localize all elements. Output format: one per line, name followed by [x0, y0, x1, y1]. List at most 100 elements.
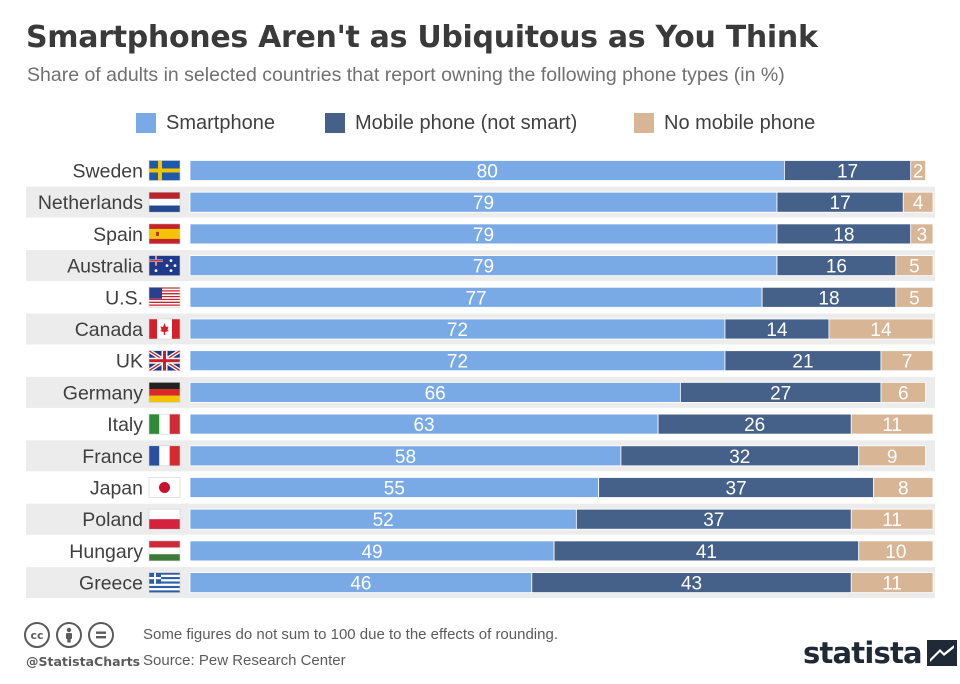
flag-france-icon	[148, 445, 181, 467]
bar-row-canada: Canada 72 14 14	[26, 313, 935, 345]
flag-uk-icon	[147, 349, 182, 373]
data-label: 32	[729, 447, 750, 468]
chart-title: Smartphones Aren't as Ubiquitous as You …	[26, 20, 818, 55]
category-label: Italy	[107, 414, 143, 436]
bar-row-hungary: Hungary 49 41 10	[69, 540, 934, 563]
bar-segment	[902, 191, 934, 213]
legend-swatch-mobile	[325, 113, 345, 133]
bar-row-greece: Greece 46 43 11	[26, 567, 935, 599]
data-label: 52	[373, 510, 394, 531]
data-label: 14	[870, 320, 892, 341]
legend-swatch-smartphone	[136, 113, 156, 133]
legend-label-mobile: Mobile phone (not smart)	[355, 111, 578, 134]
bar-segment	[880, 381, 926, 403]
data-label: 41	[696, 542, 717, 563]
bar-segment	[910, 160, 926, 181]
category-label: Canada	[75, 319, 143, 341]
flag-sweden-icon	[148, 160, 181, 181]
statista-wordmark: statista	[803, 636, 923, 670]
no-derivatives-icon	[88, 622, 114, 648]
category-label: Hungary	[69, 541, 143, 563]
data-label: 4	[913, 193, 924, 214]
data-label: 3	[917, 225, 928, 246]
data-label: 14	[766, 320, 788, 341]
flag-japan-icon	[148, 477, 181, 498]
category-label: UK	[116, 351, 143, 373]
category-label: U.S.	[105, 287, 143, 309]
data-label: 43	[681, 574, 702, 595]
legend-item-mobile: Mobile phone (not smart)	[325, 110, 577, 136]
category-label: Poland	[82, 509, 143, 531]
flag-netherlands-icon	[148, 191, 181, 213]
data-label: 11	[882, 574, 902, 595]
flag-germany-icon	[148, 382, 181, 403]
bar-row-uk: UK 72 21 7	[116, 349, 934, 373]
bar-row-germany: Germany 66 27 6	[26, 376, 935, 408]
data-label: 55	[384, 479, 405, 500]
flag-australia-icon	[148, 255, 181, 276]
chart-subtitle: Share of adults in selected countries th…	[27, 64, 785, 86]
flag-hungary-icon	[148, 540, 181, 562]
bar-row-italy: Italy 63 26 11	[107, 413, 934, 436]
data-label: 5	[909, 288, 920, 309]
data-label: 7	[902, 352, 913, 373]
statista-mark-icon	[926, 640, 957, 666]
bar-row-us: U.S. 77 18 5	[105, 286, 934, 309]
category-label: Sweden	[73, 161, 143, 183]
data-label: 80	[477, 162, 498, 183]
data-label: 17	[837, 162, 858, 183]
bar-row-france: France 58 32 9	[26, 440, 935, 472]
data-label: 21	[792, 352, 813, 373]
bar-segment	[858, 445, 926, 467]
data-label: 79	[473, 225, 494, 246]
data-label: 58	[395, 447, 416, 468]
legend-label-smartphone: Smartphone	[166, 111, 275, 134]
bar-row-poland: Poland 52 37 11	[26, 503, 935, 535]
footnote: Some figures do not sum to 100 due to th…	[143, 626, 558, 643]
category-label: Greece	[79, 573, 143, 595]
data-label: 11	[882, 415, 902, 436]
attribution-icon	[56, 622, 82, 648]
bar-segment	[850, 508, 934, 530]
legend-swatch-no-mobile	[634, 113, 654, 133]
data-label: 9	[887, 447, 898, 468]
data-label: 77	[465, 288, 486, 309]
flag-us-icon	[148, 287, 181, 308]
bar-segment	[895, 286, 934, 308]
data-label: 18	[818, 288, 839, 309]
bar-row-netherlands: Netherlands 79 17 4	[26, 186, 935, 218]
data-label: 46	[350, 574, 371, 595]
creative-commons-icon: cc	[24, 622, 50, 648]
flag-greece-icon	[148, 572, 181, 593]
category-label: Spain	[93, 224, 143, 246]
bar-segment	[828, 318, 934, 340]
data-label: 26	[744, 415, 765, 436]
source-note: Source: Pew Research Center	[143, 652, 346, 669]
data-label: 5	[909, 257, 920, 278]
data-label: 37	[726, 479, 747, 500]
bar-segment	[910, 223, 934, 245]
data-label: 72	[447, 352, 468, 373]
category-label: Australia	[67, 256, 143, 278]
data-label: 2	[913, 162, 924, 183]
data-label: 79	[473, 193, 494, 214]
bar-row-australia: Australia 79 16 5	[26, 250, 935, 282]
bar-row-spain: Spain 79 18 3	[93, 223, 934, 246]
data-label: 17	[830, 193, 851, 214]
flag-poland-icon	[148, 508, 181, 530]
bar-row-japan: Japan 55 37 8	[90, 477, 934, 500]
legend-item-smartphone: Smartphone	[136, 110, 275, 136]
data-label: 79	[473, 257, 494, 278]
data-label: 10	[885, 542, 906, 563]
bar-segment	[850, 413, 934, 435]
statista-logo[interactable]: statista	[803, 636, 957, 670]
legend-item-no-mobile: No mobile phone	[634, 110, 815, 136]
bar-segment	[880, 350, 934, 372]
data-label: 27	[770, 383, 791, 404]
category-label: France	[82, 446, 143, 468]
bar-row-sweden: Sweden 80 17 2	[73, 160, 926, 183]
flag-spain-icon	[148, 223, 181, 245]
data-label: 16	[826, 257, 847, 278]
category-label: Japan	[90, 478, 143, 500]
